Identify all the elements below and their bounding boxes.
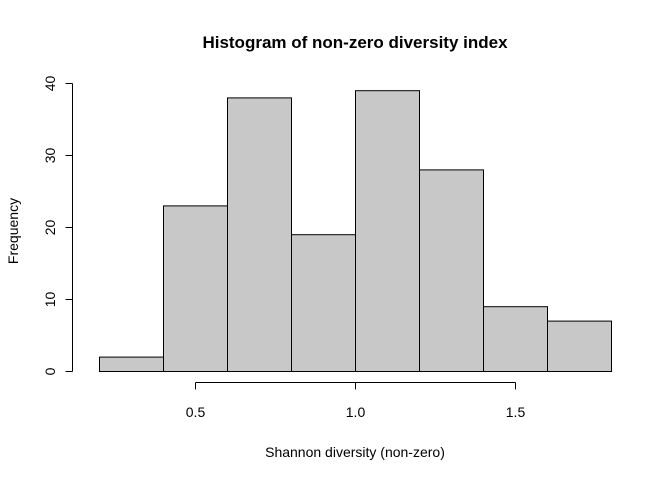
bars-group (99, 90, 612, 373)
y-tick-label: 10 (42, 292, 58, 308)
histogram-bar (227, 97, 292, 373)
histogram-bar (483, 306, 548, 373)
x-tick-label: 0.5 (186, 404, 206, 420)
y-tick-label: 40 (42, 76, 58, 92)
y-axis-label: Frequency (5, 198, 21, 264)
y-axis: 0 10 20 30 40 (42, 76, 73, 375)
histogram-bar (291, 234, 356, 372)
x-tick-label: 1.0 (346, 404, 366, 420)
y-tick-label: 30 (42, 148, 58, 164)
y-tick-label: 20 (42, 220, 58, 236)
histogram-bar (419, 169, 484, 372)
x-axis-label: Shannon diversity (non-zero) (265, 444, 445, 460)
x-tick-label: 1.5 (506, 404, 526, 420)
y-tick-label: 0 (42, 367, 58, 375)
histogram-bar (547, 320, 612, 373)
histogram-bar (99, 356, 164, 373)
histogram-bar (163, 205, 228, 372)
histogram-bar (355, 90, 420, 372)
x-axis: 0.5 1.0 1.5 (186, 382, 526, 420)
chart-title: Histogram of non-zero diversity index (202, 33, 508, 52)
